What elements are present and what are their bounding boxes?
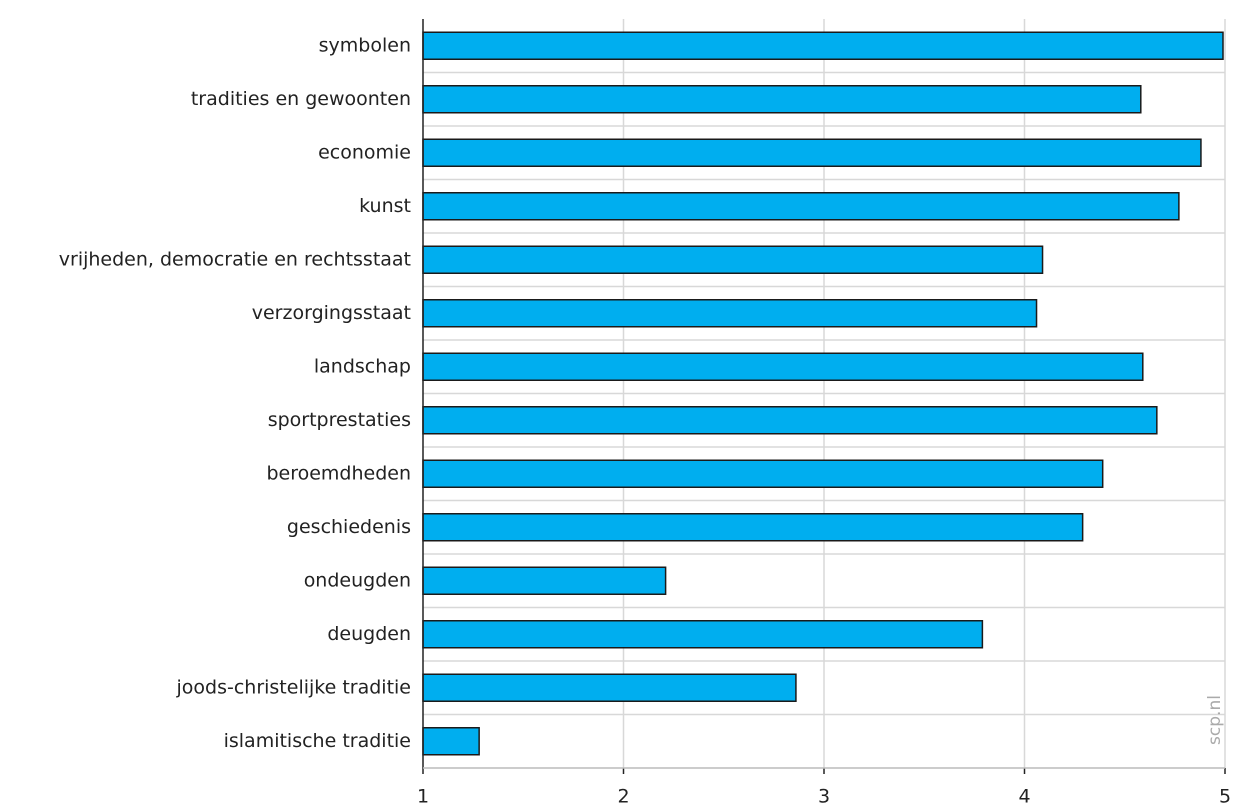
bar — [422, 299, 1038, 328]
bar — [422, 513, 1084, 542]
y-tick-label: geschiedenis — [287, 516, 411, 538]
bar — [422, 673, 797, 702]
bar — [422, 138, 1202, 167]
y-tick-label: ondeugden — [304, 569, 411, 591]
y-tick-label: kunst — [359, 195, 411, 217]
x-tick-label: 5 — [1219, 786, 1231, 805]
x-tick-label: 2 — [617, 786, 629, 805]
x-tick-label: 4 — [1018, 786, 1030, 805]
y-tick-label: landschap — [314, 355, 411, 377]
y-tick-label: vrijheden, democratie en rechtsstaat — [59, 248, 411, 270]
bar — [422, 620, 984, 649]
bar — [422, 31, 1224, 60]
bar — [422, 566, 667, 595]
bar — [422, 352, 1144, 381]
bar — [422, 406, 1158, 435]
watermark: scp.nl — [1205, 695, 1225, 745]
y-tick-label: sportprestaties — [268, 409, 411, 431]
y-tick-label: tradities en gewoonten — [191, 88, 411, 110]
y-tick-label: beroemdheden — [266, 462, 411, 484]
y-tick-label: verzorgingsstaat — [252, 302, 411, 324]
y-tick-label: symbolen — [319, 34, 411, 56]
y-tick-label: joods-christelijke traditie — [175, 676, 411, 698]
bar — [422, 245, 1044, 274]
x-tick-label: 3 — [818, 786, 830, 805]
x-tick-label: 1 — [417, 786, 429, 805]
bar — [422, 85, 1142, 114]
y-tick-label: islamitische traditie — [224, 730, 411, 752]
bar — [422, 727, 480, 756]
bar — [422, 459, 1104, 488]
y-tick-label: deugden — [327, 623, 411, 645]
bar — [422, 192, 1180, 221]
y-tick-label: economie — [318, 141, 411, 163]
